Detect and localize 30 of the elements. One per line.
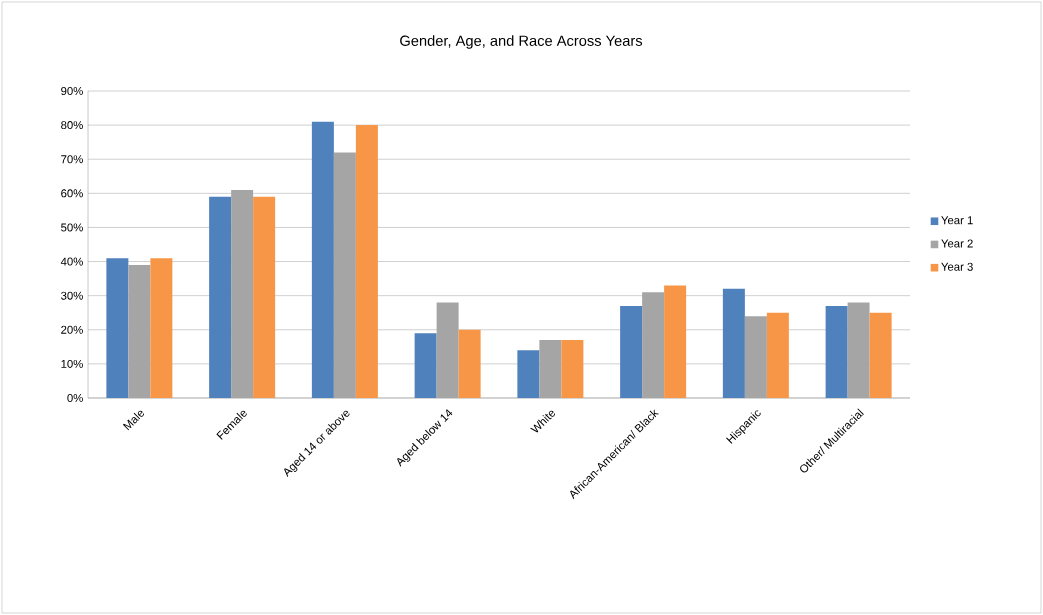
legend-label: Year 3 (941, 262, 973, 271)
y-tick-label: 30% (61, 291, 83, 300)
bar (150, 258, 173, 398)
bar (825, 305, 848, 398)
chart-title: Gender, Age, and Race Across Years (400, 35, 643, 49)
y-tick-label: 20% (61, 325, 83, 334)
bar (209, 196, 232, 398)
bar (458, 329, 481, 398)
y-tick-label: 40% (60, 257, 83, 266)
bar (106, 258, 129, 398)
bar (620, 305, 643, 398)
bar (414, 333, 437, 398)
y-tick-label: 0% (67, 394, 83, 403)
y-tick-label: 60% (61, 189, 83, 198)
y-tick-label: 50% (61, 223, 83, 232)
legend-label: Year 2 (941, 239, 973, 248)
bar (253, 196, 276, 398)
bar (355, 125, 378, 398)
bar (766, 312, 789, 398)
bar (517, 350, 540, 398)
bar (722, 288, 745, 398)
bar (311, 121, 334, 398)
y-tick-label: 10% (61, 359, 83, 368)
bar (869, 312, 892, 398)
y-tick-label: 90% (61, 87, 83, 96)
bar (561, 340, 584, 398)
y-tick-label: 80% (61, 121, 83, 130)
bar (664, 285, 687, 398)
y-tick-label: 70% (61, 155, 83, 164)
legend-label: Year 1 (941, 216, 973, 225)
